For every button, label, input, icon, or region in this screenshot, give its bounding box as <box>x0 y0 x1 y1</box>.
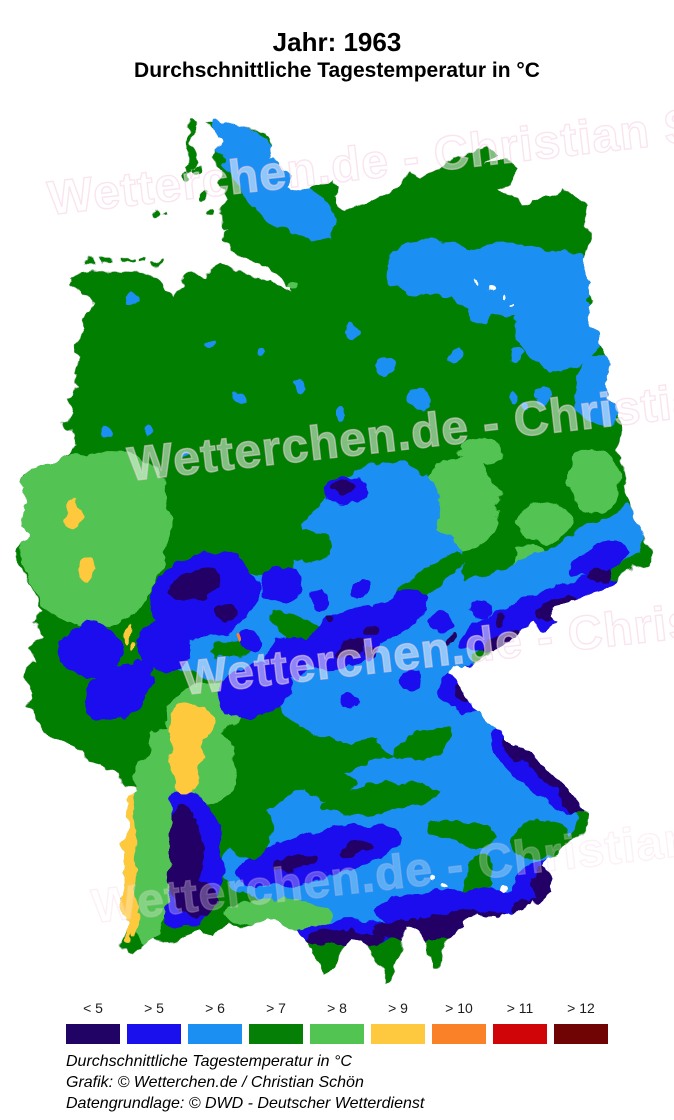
legend-swatch <box>554 1024 608 1044</box>
legend-label: > 8 <box>327 1000 347 1016</box>
credit-line-1: Durchschnittliche Tagestemperatur in °C <box>66 1053 352 1070</box>
legend-item: > 9 <box>371 999 425 1044</box>
legend-item: > 8 <box>310 999 364 1044</box>
legend-swatch <box>66 1024 120 1044</box>
legend-label: > 10 <box>445 1000 473 1016</box>
germany-temperature-map <box>0 105 674 990</box>
legend-label: > 5 <box>144 1000 164 1016</box>
legend-swatch <box>127 1024 181 1044</box>
legend-label: > 12 <box>567 1000 595 1016</box>
islands <box>81 117 216 266</box>
page-subtitle: Durchschnittliche Tagestemperatur in °C <box>134 59 540 82</box>
legend-item: > 10 <box>432 999 486 1044</box>
legend-item: > 7 <box>249 999 303 1044</box>
credit-line-2: Grafik: © Wetterchen.de / Christian Schö… <box>66 1074 364 1091</box>
legend-label: > 11 <box>506 1000 534 1016</box>
page-title: Jahr: 1963 <box>272 27 402 57</box>
map-raster-layers <box>14 117 650 984</box>
germany-map-svg <box>14 117 650 984</box>
legend-swatch <box>432 1024 486 1044</box>
legend-item: > 12 <box>554 999 608 1044</box>
legend-label: > 9 <box>388 1000 408 1016</box>
region-rhine-valley <box>62 500 335 945</box>
legend: < 5 > 5 > 6 > 7 > 8 > 9 > 10 > 11 > 12 <box>66 999 608 1044</box>
legend-item: > 11 <box>493 999 547 1044</box>
legend-swatch <box>371 1024 425 1044</box>
legend-swatch <box>310 1024 364 1044</box>
credit-line-3: Datengrundlage: © DWD - Deutscher Wetter… <box>66 1095 425 1112</box>
legend-label: > 7 <box>266 1000 286 1016</box>
legend-swatch <box>249 1024 303 1044</box>
legend-label: > 6 <box>205 1000 225 1016</box>
legend-item: > 6 <box>188 999 242 1044</box>
legend-swatch <box>493 1024 547 1044</box>
legend-item: < 5 <box>66 999 120 1044</box>
legend-swatch <box>188 1024 242 1044</box>
legend-item: > 5 <box>127 999 181 1044</box>
credits: Durchschnittliche Tagestemperatur in °C … <box>66 1051 424 1114</box>
legend-label: < 5 <box>83 1000 103 1016</box>
